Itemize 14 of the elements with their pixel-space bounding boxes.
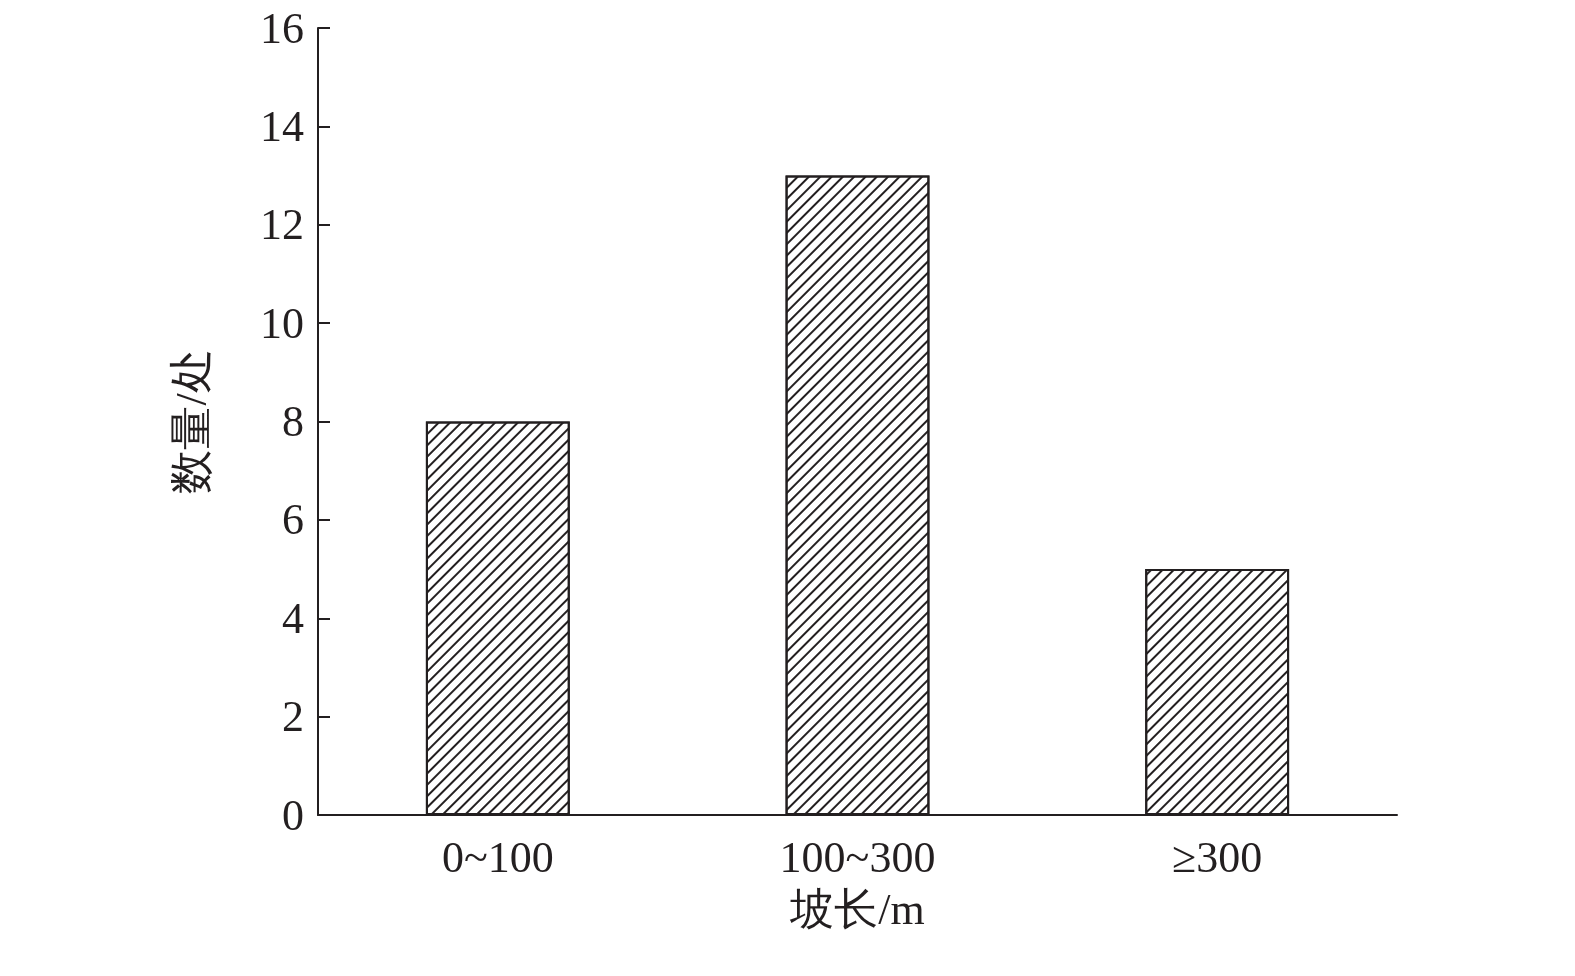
y-tick-label: 4 xyxy=(282,593,304,643)
y-tick-label: 16 xyxy=(260,3,304,53)
x-tick-label: 100~300 xyxy=(779,832,936,882)
x-axis-title: 坡长/m xyxy=(789,884,925,934)
x-tick-label: 0~100 xyxy=(441,832,554,882)
x-tick-label: ≥300 xyxy=(1172,832,1263,882)
y-tick-label: 6 xyxy=(282,495,304,545)
y-tick-label: 8 xyxy=(282,397,304,446)
y-tick-label: 12 xyxy=(260,200,304,250)
y-tick-label: 14 xyxy=(260,101,304,151)
y-tick-label: 2 xyxy=(282,692,304,742)
y-axis-title: 数量/处 xyxy=(166,349,216,494)
y-tick-label: 10 xyxy=(260,298,304,348)
y-tick-label: 0 xyxy=(282,790,304,840)
